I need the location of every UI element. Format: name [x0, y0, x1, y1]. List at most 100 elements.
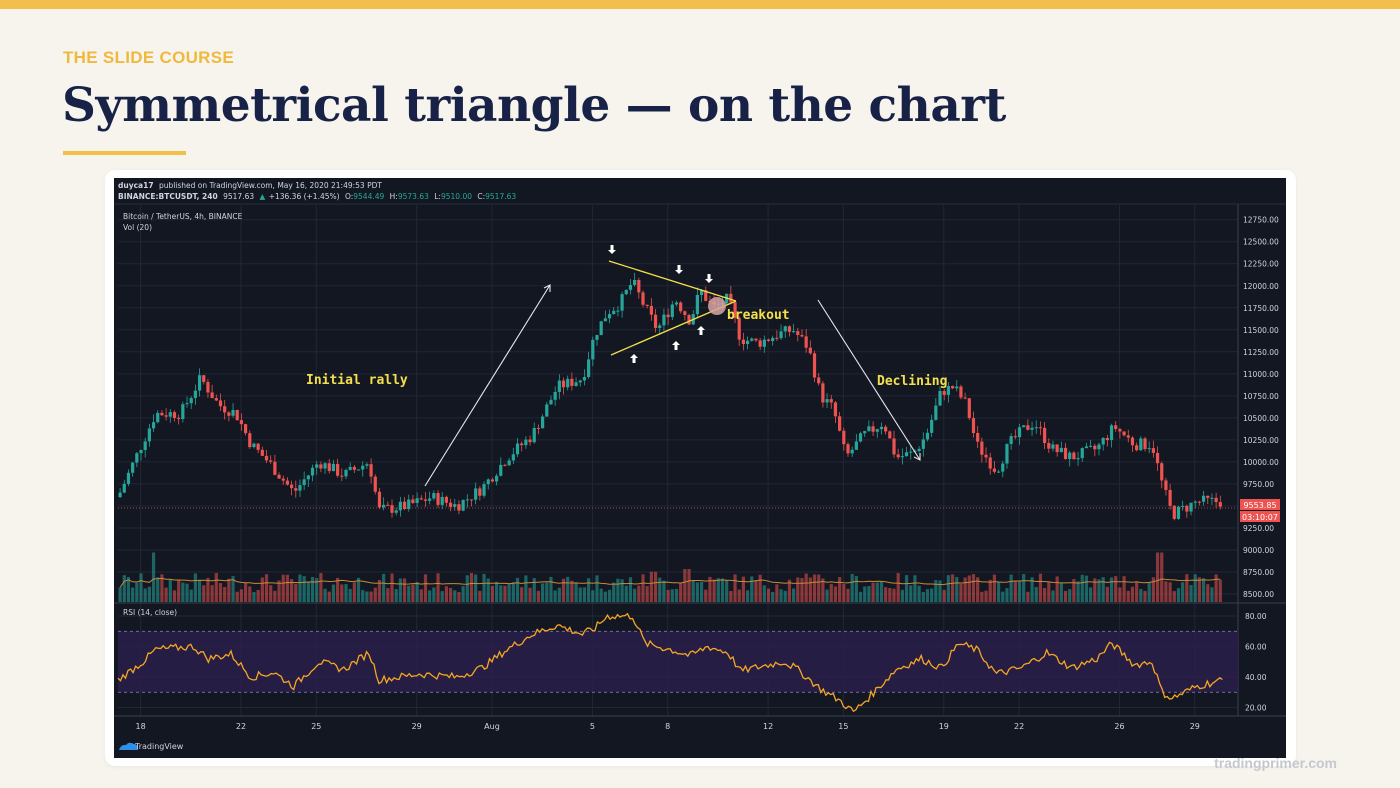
volume-bar: [595, 575, 599, 602]
price-tick-label: 11250.00: [1243, 348, 1279, 357]
volume-bar: [1135, 582, 1139, 602]
rally-label: Initial rally: [306, 373, 408, 388]
volume-bar: [649, 571, 653, 602]
volume-bar: [1143, 590, 1147, 602]
candle-body: [699, 290, 704, 295]
volume-bar: [532, 578, 536, 602]
candle-body: [775, 337, 779, 339]
volume-bar: [817, 574, 821, 602]
volume-bar: [825, 589, 829, 602]
candle-body: [766, 339, 771, 341]
tradingview-logo: TradingView: [119, 742, 184, 751]
candle-body: [528, 439, 532, 443]
touch-arrows: [608, 245, 713, 363]
volume-bar: [239, 589, 244, 602]
candle-body: [453, 504, 457, 507]
time-tick-label: 19: [939, 722, 949, 731]
volume-bar: [1038, 573, 1043, 602]
volume-bar: [453, 590, 457, 602]
candle-body: [938, 391, 942, 406]
candle-body: [545, 404, 549, 417]
candle-body: [457, 504, 461, 511]
volume-bar: [1059, 583, 1063, 602]
candle-body: [1038, 427, 1043, 429]
volume-bar: [394, 589, 398, 602]
candle-body: [423, 499, 428, 501]
candle-body: [946, 386, 950, 395]
volume-bar: [290, 579, 294, 602]
arrow-up-icon: [672, 341, 680, 350]
candle-body: [1013, 436, 1017, 438]
price-tick-label: 12000.00: [1243, 282, 1279, 291]
volume-bar: [1030, 577, 1034, 602]
candle-body: [930, 419, 934, 433]
volume-bar: [402, 578, 407, 602]
volume-bar: [1201, 578, 1206, 602]
volume-bar: [1139, 589, 1143, 602]
candle-body: [394, 510, 398, 513]
volume-bar: [457, 592, 461, 602]
volume-bar: [235, 591, 239, 602]
volume-bar: [206, 577, 210, 602]
volume-bar: [1189, 584, 1193, 602]
volume-bar: [382, 573, 386, 602]
volume-bar: [168, 579, 172, 602]
candle-body: [892, 438, 896, 455]
candle-body: [235, 410, 239, 421]
candle-body: [1072, 452, 1076, 460]
candle-body: [683, 311, 687, 316]
volume-bar: [432, 587, 436, 602]
time-tick-label: 8: [665, 722, 670, 731]
candle-body: [315, 464, 319, 468]
candle-body: [474, 488, 478, 500]
volume-bar: [536, 590, 541, 602]
volume-bar: [428, 590, 432, 602]
volume-bar: [269, 585, 273, 602]
volume-bar: [369, 591, 373, 602]
volume-bar: [917, 585, 921, 602]
candle-body: [679, 302, 683, 312]
volume-bar: [867, 585, 871, 602]
volume-bar: [1206, 584, 1210, 602]
candle-body: [348, 466, 352, 470]
price-tick-label: 11000.00: [1243, 370, 1279, 379]
candle-body: [900, 456, 904, 458]
candle-body: [541, 416, 545, 429]
volume-bar: [976, 577, 980, 602]
volume-bar: [185, 583, 189, 602]
candle-body: [967, 398, 971, 419]
candle-body: [745, 340, 750, 345]
volume-bar: [227, 578, 231, 602]
volume-bar: [1043, 587, 1047, 602]
candle-body: [277, 474, 281, 479]
candle-body: [197, 375, 202, 391]
candle-body: [917, 448, 921, 452]
candle-body: [465, 499, 469, 501]
candle-body: [925, 432, 930, 440]
arrow-up-icon: [630, 354, 638, 363]
volume-bar: [842, 583, 846, 602]
candle-body: [1068, 452, 1072, 459]
candle-body: [934, 405, 938, 420]
rsi-band: [118, 631, 1238, 693]
volume-bar: [829, 584, 833, 602]
candle-body: [490, 479, 495, 482]
volume-bar: [909, 585, 913, 602]
candle-body: [570, 378, 574, 386]
candle-body: [118, 492, 122, 498]
volume-bar: [1114, 576, 1118, 602]
volume-bar: [708, 576, 712, 602]
last-value: 9517.63: [223, 192, 254, 201]
last-price-badge: [1240, 499, 1280, 510]
candle-body: [595, 335, 599, 340]
candle-body: [126, 472, 131, 484]
low-label: L:: [434, 192, 441, 201]
volume-bar: [327, 591, 331, 602]
volume-bar: [666, 589, 670, 602]
candle-body: [1168, 489, 1172, 506]
volume-bar: [674, 588, 679, 602]
rally-arrow-head: [543, 284, 551, 292]
triangle-pattern: [608, 260, 737, 356]
volume-bar: [122, 575, 126, 602]
candle-body: [1022, 425, 1026, 428]
